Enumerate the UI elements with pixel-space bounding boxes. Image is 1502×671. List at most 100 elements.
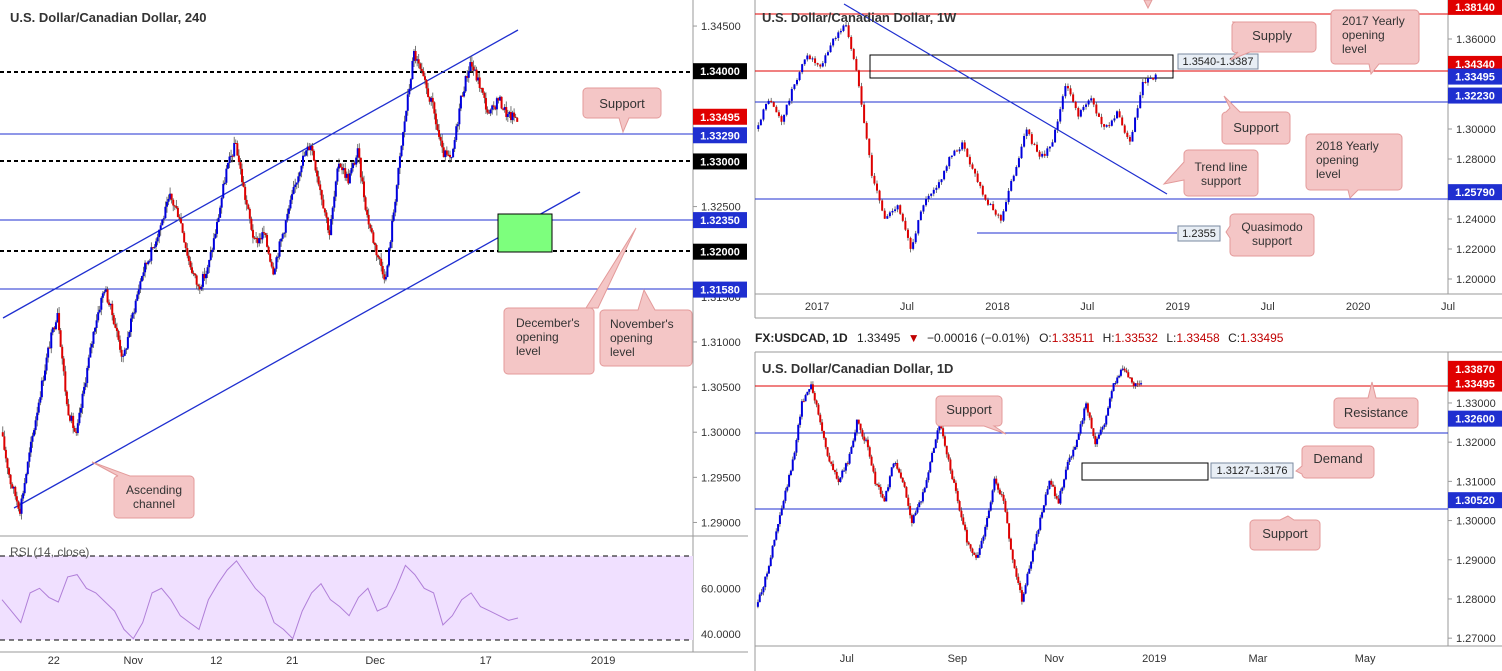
candle-body bbox=[150, 247, 153, 261]
demand-zone-box[interactable] bbox=[1081, 462, 1209, 481]
candle-body bbox=[37, 402, 40, 413]
candle-body bbox=[475, 69, 478, 81]
candle-body bbox=[874, 471, 877, 485]
candle-body bbox=[788, 100, 791, 105]
candle-body bbox=[994, 210, 997, 215]
candle-body bbox=[821, 422, 824, 431]
candle-body bbox=[962, 517, 965, 525]
candle-body bbox=[248, 208, 251, 219]
candle-body bbox=[948, 157, 951, 167]
candle-body bbox=[868, 447, 871, 457]
channel-upper-line[interactable] bbox=[2, 29, 519, 319]
candle-body bbox=[34, 420, 37, 431]
candle-body bbox=[1088, 412, 1091, 418]
zone-label-quasimodo: 1.2355 bbox=[1177, 225, 1221, 242]
candle-body bbox=[999, 215, 1002, 221]
candle-body bbox=[370, 228, 373, 233]
candle-body bbox=[361, 177, 364, 182]
y-tick-label: 1.30500 bbox=[701, 382, 741, 394]
x-tick-label: May bbox=[1355, 653, 1376, 665]
candle-body bbox=[403, 121, 406, 133]
daily-chart[interactable]: 1.33000 1.32000 1.31000 1.30000 1.29000 1.280… bbox=[752, 322, 1502, 671]
candle-body bbox=[148, 260, 151, 262]
candle-body bbox=[51, 327, 54, 333]
candle-body bbox=[943, 170, 946, 180]
candle-body bbox=[438, 129, 441, 137]
candle-body bbox=[1066, 86, 1069, 89]
candle-body bbox=[9, 474, 12, 485]
candle-body bbox=[901, 213, 904, 221]
candle-body bbox=[796, 80, 798, 85]
candle-body bbox=[431, 97, 434, 103]
candle-body bbox=[364, 197, 367, 210]
candle-body bbox=[272, 266, 275, 275]
candle-body bbox=[758, 594, 761, 603]
candle-body bbox=[162, 218, 165, 220]
candle-body bbox=[975, 554, 978, 558]
x-tick-label: 2020 bbox=[1346, 301, 1370, 313]
supply-zone-box[interactable] bbox=[869, 54, 1174, 79]
candle-body bbox=[1038, 151, 1041, 157]
candle-body bbox=[1015, 568, 1018, 577]
candle-body bbox=[872, 465, 875, 472]
candle-body bbox=[971, 548, 974, 553]
candle-body bbox=[1002, 211, 1005, 221]
trend-line[interactable] bbox=[843, 3, 1168, 195]
candle-body bbox=[1126, 132, 1129, 137]
candle-body bbox=[801, 64, 804, 73]
candle-body bbox=[797, 424, 800, 441]
candle-body bbox=[422, 71, 425, 77]
candle-body bbox=[247, 204, 250, 209]
candle-body bbox=[876, 183, 878, 191]
candle-body bbox=[892, 463, 895, 468]
x-tick-label: Dec bbox=[365, 655, 385, 667]
candle-body bbox=[197, 284, 200, 287]
weekly-chart[interactable]: 1.360001.300001.280001.260001.240001.220… bbox=[752, 0, 1502, 322]
candle-body bbox=[1005, 202, 1008, 212]
candle-body bbox=[1012, 175, 1015, 181]
candle-body bbox=[1097, 434, 1100, 439]
candle-body bbox=[84, 383, 87, 387]
h4-chart[interactable]: 1.345001.340001.330001.325001.315001.310… bbox=[0, 0, 748, 671]
candle-body bbox=[184, 242, 187, 249]
candle-body bbox=[484, 97, 487, 110]
buy-zone-box[interactable] bbox=[497, 213, 553, 253]
y-tick-label: 1.30000 bbox=[701, 427, 741, 439]
candle-body bbox=[845, 25, 848, 27]
candle-body bbox=[861, 430, 864, 437]
candle-body bbox=[1070, 456, 1073, 458]
candle-body bbox=[23, 483, 26, 494]
candle-body bbox=[120, 349, 123, 357]
candle-body bbox=[816, 63, 819, 65]
candle-body bbox=[125, 348, 128, 350]
candle-body bbox=[1123, 125, 1126, 133]
candle-body bbox=[345, 173, 348, 178]
x-tick-label: 2019 bbox=[591, 655, 615, 667]
candle-body bbox=[180, 218, 183, 224]
svg-text:1.33870: 1.33870 bbox=[1455, 364, 1495, 376]
candle-body bbox=[848, 453, 851, 464]
candle-body bbox=[286, 213, 289, 221]
candle-body bbox=[377, 255, 380, 258]
candle-body bbox=[1055, 496, 1058, 499]
candle-body bbox=[442, 147, 445, 158]
callout-trendline-support: Trend line support bbox=[1162, 149, 1259, 197]
candle-body bbox=[436, 124, 439, 130]
candle-body bbox=[94, 327, 97, 332]
candle-body bbox=[793, 84, 796, 89]
candle-body bbox=[1077, 433, 1080, 440]
candle-body bbox=[131, 313, 134, 319]
candle-body bbox=[159, 225, 162, 230]
candle-body bbox=[161, 219, 164, 226]
candle-body bbox=[978, 548, 981, 555]
candle-body bbox=[822, 430, 825, 439]
candle-body bbox=[87, 357, 90, 368]
y-tick-label: 1.24000 bbox=[1456, 214, 1496, 226]
candle-body bbox=[54, 322, 57, 330]
candle-body bbox=[291, 194, 294, 200]
candle-body bbox=[896, 205, 899, 210]
channel-lower-line[interactable] bbox=[13, 191, 581, 509]
candle-body bbox=[868, 138, 871, 156]
candle-body bbox=[775, 106, 778, 113]
candle-body bbox=[992, 204, 995, 211]
